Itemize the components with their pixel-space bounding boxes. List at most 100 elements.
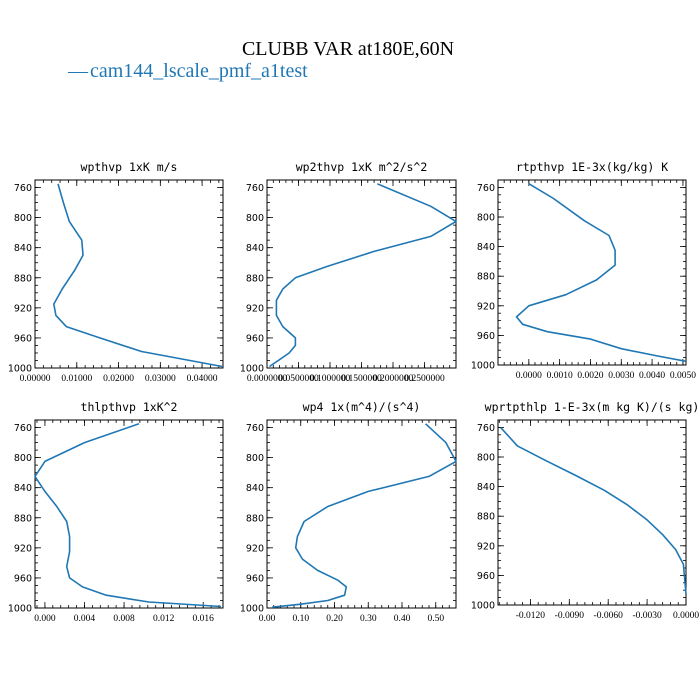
x-tick-label: 0.012 (153, 614, 175, 624)
series-line (515, 183, 687, 363)
x-tick-label: 0.50 (427, 614, 444, 624)
y-tick-label: 1000 (240, 364, 264, 375)
y-tick-label: 960 (246, 573, 264, 584)
y-tick-label: 800 (246, 453, 264, 464)
y-tick-label: 920 (14, 303, 32, 314)
chart-panels: wpthvp 1xK m/s76080084088092096010000.00… (8, 160, 700, 624)
panel-title: rtpthvp 1E-3x(kg/kg) K (516, 160, 668, 174)
y-tick-label: 920 (246, 543, 264, 554)
y-tick-label: 840 (246, 243, 264, 254)
y-tick-label: 1000 (240, 604, 264, 615)
x-tick-label: 0.00000 (20, 374, 51, 384)
chart-panel-1: wpthvp 1xK m/s 760 800 840 880 920 960 10000.00… (8, 160, 224, 384)
y-tick-label: 920 (14, 543, 32, 554)
y-tick-label: 880 (14, 273, 32, 284)
x-tick-label: 0.0500000 (278, 374, 319, 384)
y-tick-label: 880 (246, 273, 264, 284)
panel-title: wpthvp 1xK m/s (81, 160, 178, 174)
y-tick-label: 840 (477, 482, 495, 493)
chart-panel-3: rtpthvp 1E-3x(kg/kg) K 760 800 840 880 920 960… (471, 160, 696, 381)
plot-frame (266, 419, 457, 609)
chart-panel-5: wp4 1x(m^4)/(s^4)76080084088092096010000… (240, 400, 457, 624)
x-tick-label: 0.01000 (61, 374, 92, 384)
series-line (272, 423, 457, 608)
y-tick-label: 920 (246, 303, 264, 314)
chart-panel-4: thlpthvp 1xK^276080084088092096010000.00… (8, 400, 224, 624)
x-tick-label: 0.0030 (608, 371, 634, 381)
x-tick-label: 0.0020 (577, 371, 603, 381)
x-tick-label: 0.004 (74, 614, 96, 624)
x-tick-label: 0.0040 (639, 371, 665, 381)
x-tick-label: 0.10 (292, 614, 309, 624)
y-tick-label: 960 (477, 571, 495, 582)
x-tick-label: 0.30 (360, 614, 377, 624)
y-tick-label: 840 (477, 242, 495, 253)
series-line (34, 423, 222, 608)
y-tick-label: 760 (477, 423, 495, 434)
y-tick-label: 880 (14, 513, 32, 524)
y-tick-label: 800 (14, 453, 32, 464)
y-tick-label: 800 (246, 213, 264, 224)
x-tick-label: 0.000 (34, 614, 56, 624)
y-tick-label: 960 (477, 331, 495, 342)
chart-panel-2: wp2thvp 1xK m^2/s^2 760 800 840 880 920 960 100… (240, 160, 457, 384)
y-tick-label: 760 (477, 183, 495, 194)
y-tick-label: 1000 (471, 601, 495, 612)
x-tick-label: -0.0030 (632, 611, 662, 621)
y-tick-label: 760 (246, 183, 264, 194)
x-tick-label: 0.02000 (103, 374, 134, 384)
y-tick-label: 920 (477, 541, 495, 552)
y-tick-label: 880 (246, 513, 264, 524)
y-tick-label: 960 (246, 333, 264, 344)
y-tick-label: 880 (477, 512, 495, 523)
legend-dash: — (67, 60, 89, 82)
figure-title: CLUBB VAR at180E,60N (242, 38, 454, 60)
y-tick-label: 760 (246, 423, 264, 434)
y-tick-label: 800 (14, 213, 32, 224)
plot-frame (497, 179, 687, 366)
x-tick-label: 0.2000000 (373, 374, 414, 384)
x-tick-label: 0.20 (326, 614, 343, 624)
y-tick-label: 960 (14, 573, 32, 584)
x-tick-label: 0.008 (113, 614, 135, 624)
x-tick-label: 0.0050 (670, 371, 696, 381)
y-tick-label: 920 (477, 301, 495, 312)
panel-title: thlpthvp 1xK^2 (81, 400, 178, 414)
y-tick-label: 840 (14, 483, 32, 494)
x-tick-label: -0.0060 (594, 611, 624, 621)
x-tick-label: 0.40 (394, 614, 411, 624)
y-tick-label: 840 (14, 243, 32, 254)
y-tick-label: 760 (14, 423, 32, 434)
x-tick-label: 0.03000 (145, 374, 176, 384)
x-tick-label: 0.1000000 (310, 374, 351, 384)
series-line (52, 183, 223, 368)
x-tick-label: 0.04000 (187, 374, 218, 384)
series-line (269, 183, 457, 368)
y-tick-label: 880 (477, 272, 495, 283)
x-tick-label: 0.1500000 (341, 374, 382, 384)
chart-panel-6: wprtpthlp 1-E-3x(m kg K)/(s kg) 760 800 840… (471, 400, 700, 621)
y-tick-label: 1000 (8, 364, 32, 375)
series-line (500, 426, 687, 594)
y-tick-label: 960 (14, 333, 32, 344)
x-tick-label: 0.0000000 (247, 374, 288, 384)
x-tick-label: 0.0000 (516, 371, 542, 381)
y-tick-label: 840 (246, 483, 264, 494)
panel-title: wp4 1x(m^4)/(s^4) (303, 400, 421, 414)
panel-title: wp2thvp 1xK m^2/s^2 (296, 160, 428, 174)
x-tick-label: -0.0090 (555, 611, 585, 621)
x-tick-label: 0.0010 (547, 371, 573, 381)
x-tick-label: -0.0120 (516, 611, 546, 621)
y-tick-label: 1000 (8, 604, 32, 615)
x-tick-label: 0.016 (193, 614, 215, 624)
plot-frame (497, 419, 687, 606)
y-tick-label: 760 (14, 183, 32, 194)
panel-title: wprtpthlp 1-E-3x(m kg K)/(s kg) (485, 400, 700, 414)
x-tick-label: 0.00 (259, 614, 276, 624)
y-tick-label: 1000 (471, 361, 495, 372)
y-tick-label: 800 (477, 453, 495, 464)
y-tick-label: 800 (477, 213, 495, 224)
x-tick-label: 0.2500000 (404, 374, 445, 384)
plot-frame (34, 179, 224, 369)
